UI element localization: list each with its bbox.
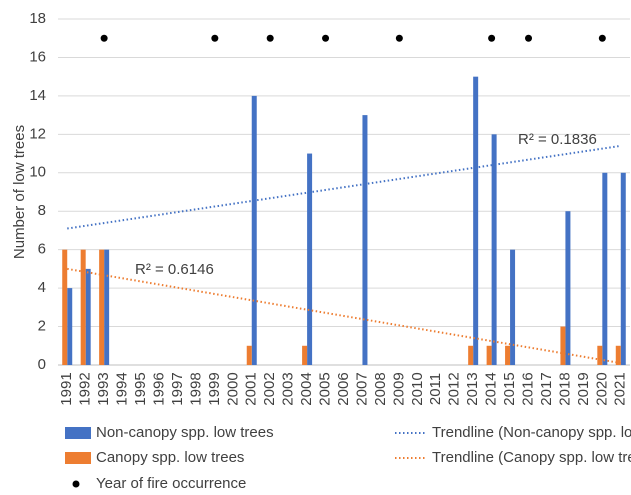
bar	[99, 249, 105, 365]
bar	[468, 345, 474, 365]
legend-swatch	[65, 427, 91, 439]
x-tick-label: 1996	[150, 372, 167, 405]
legend-label: Year of fire occurrence	[96, 475, 246, 492]
bar	[80, 249, 86, 365]
x-tick-label: 2013	[464, 372, 481, 405]
bar	[602, 172, 608, 365]
bar	[67, 288, 73, 365]
fire-marker	[266, 34, 274, 42]
fire-marker	[598, 34, 606, 42]
y-axis-label: Number of low trees	[11, 125, 28, 259]
bar	[251, 95, 257, 365]
x-tick-label: 2018	[556, 372, 573, 405]
fire-marker	[211, 34, 219, 42]
bar	[473, 76, 479, 366]
x-tick-label: 2004	[298, 372, 315, 405]
fire-marker	[100, 34, 108, 42]
x-tick-label: 1997	[169, 372, 186, 405]
y-tick-label: 14	[29, 87, 46, 104]
bar	[302, 345, 308, 365]
legend-label: Canopy spp. low trees	[96, 449, 244, 466]
trendline-annotation: R² = 0.1836	[518, 131, 597, 148]
bar	[505, 345, 511, 365]
legend-label: Trendline (Canopy spp. low trees)	[432, 449, 631, 466]
y-tick-label: 2	[38, 318, 46, 335]
x-tick-label: 2001	[243, 372, 260, 405]
y-tick-label: 12	[29, 125, 46, 142]
bar	[307, 153, 313, 365]
y-tick-label: 8	[38, 202, 46, 219]
x-tick-label: 1992	[77, 372, 94, 405]
y-tick-label: 6	[38, 241, 46, 258]
legend-swatch	[72, 480, 80, 488]
bar	[85, 268, 91, 365]
bar	[62, 249, 68, 365]
y-tick-label: 0	[38, 356, 46, 373]
trendline	[67, 144, 621, 230]
x-tick-label: 2006	[335, 372, 352, 405]
x-tick-label: 2009	[390, 372, 407, 405]
x-tick-label: 2014	[483, 372, 500, 405]
fire-marker	[322, 34, 330, 42]
x-tick-label: 1991	[58, 372, 75, 405]
y-tick-label: 18	[29, 10, 46, 27]
x-tick-label: 1994	[114, 372, 131, 405]
fire-marker	[395, 34, 403, 42]
bar	[620, 172, 626, 365]
legend-label: Trendline (Non-canopy spp. low trees)	[432, 424, 631, 441]
x-tick-label: 2020	[593, 372, 610, 405]
bar	[560, 326, 566, 365]
legend-swatch	[65, 452, 91, 464]
x-tick-label: 2016	[519, 372, 536, 405]
bar	[246, 345, 252, 365]
y-tick-label: 10	[29, 164, 46, 181]
trendline	[67, 267, 621, 365]
x-tick-label: 2002	[261, 372, 278, 405]
x-tick-label: 2011	[427, 373, 444, 405]
x-tick-label: 2003	[280, 372, 297, 405]
bar	[510, 249, 516, 365]
x-tick-label: 1993	[95, 372, 112, 405]
x-tick-label: 1998	[187, 372, 204, 405]
bar	[565, 211, 571, 365]
bar	[615, 345, 621, 365]
x-tick-label: 2017	[538, 372, 555, 405]
x-tick-label: 2010	[409, 372, 426, 405]
fire-marker	[525, 34, 533, 42]
y-tick-label: 4	[38, 279, 46, 296]
bar	[362, 115, 368, 365]
x-tick-label: 2019	[575, 372, 592, 405]
x-tick-label: 1999	[206, 372, 223, 405]
bar	[486, 345, 492, 365]
x-tick-label: 2000	[224, 372, 241, 405]
y-tick-label: 16	[29, 48, 46, 65]
bar	[491, 134, 497, 365]
fire-marker	[488, 34, 496, 42]
x-tick-label: 2015	[501, 372, 518, 405]
bar	[104, 249, 110, 365]
x-tick-label: 2005	[317, 372, 334, 405]
x-tick-label: 2021	[612, 372, 629, 405]
legend-label: Non-canopy spp. low trees	[96, 424, 274, 441]
trendline-annotation: R² = 0.6146	[135, 261, 214, 278]
bar	[597, 345, 603, 365]
x-tick-label: 1995	[132, 372, 149, 405]
x-tick-label: 2012	[446, 372, 463, 405]
x-tick-label: 2008	[372, 372, 389, 405]
x-tick-label: 2007	[353, 372, 370, 405]
